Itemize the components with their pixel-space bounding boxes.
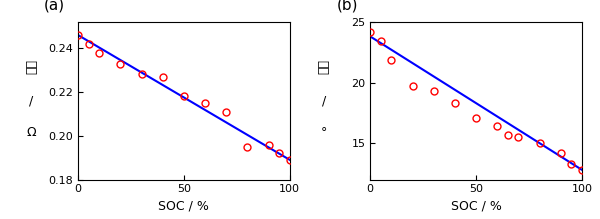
Text: 幅値: 幅値 bbox=[25, 58, 38, 74]
Text: 相位: 相位 bbox=[317, 58, 330, 74]
Text: Ω: Ω bbox=[26, 126, 36, 139]
Text: (a): (a) bbox=[44, 0, 65, 12]
Text: /: / bbox=[29, 94, 34, 107]
Text: (b): (b) bbox=[337, 0, 358, 12]
X-axis label: SOC / %: SOC / % bbox=[158, 200, 209, 213]
Text: /: / bbox=[322, 94, 326, 107]
X-axis label: SOC / %: SOC / % bbox=[451, 200, 502, 213]
Text: °: ° bbox=[320, 126, 327, 139]
